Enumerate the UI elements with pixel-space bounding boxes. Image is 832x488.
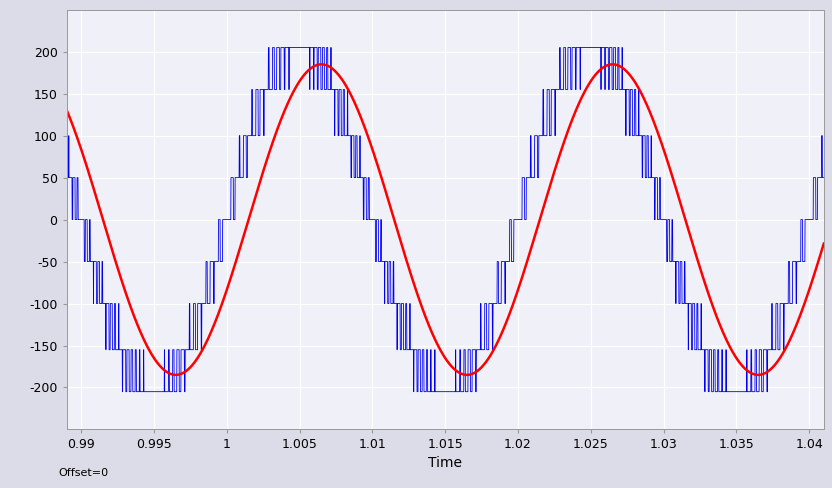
Text: Offset=0: Offset=0 xyxy=(58,468,108,478)
X-axis label: Time: Time xyxy=(428,456,462,469)
